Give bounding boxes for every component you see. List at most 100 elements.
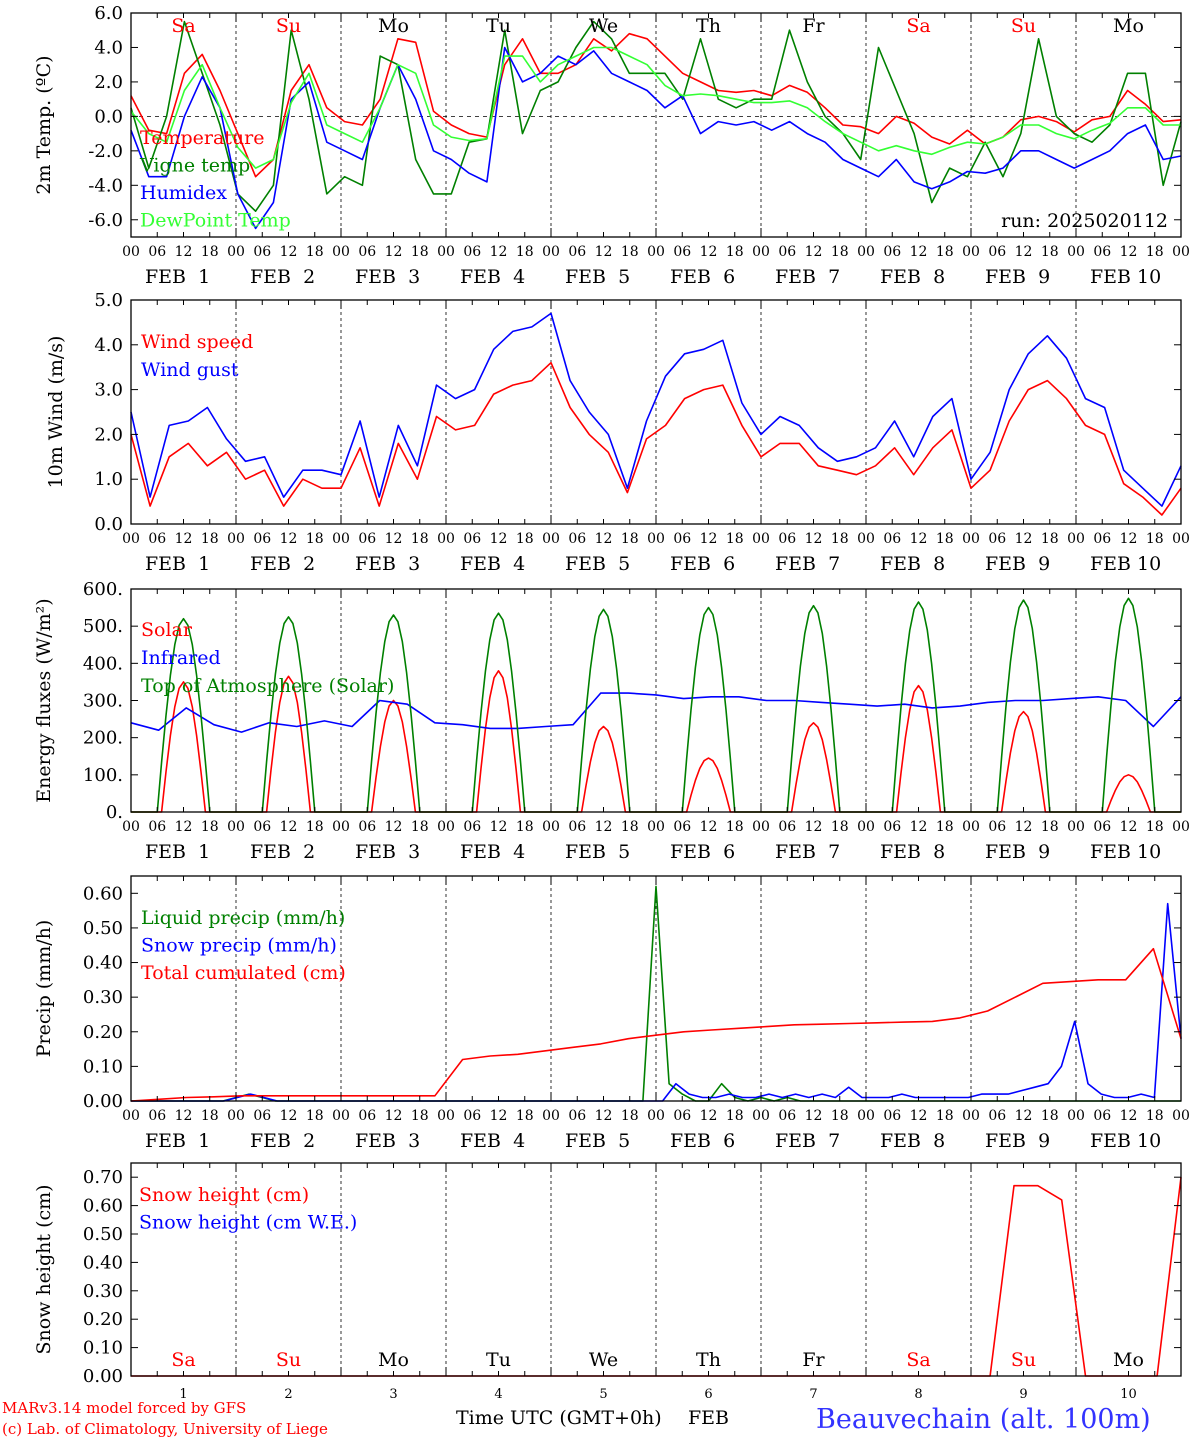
day-name-label: Tu: [486, 1349, 511, 1371]
date-label: FEB 10: [1090, 1130, 1161, 1152]
date-label: FEB 10: [1090, 841, 1161, 863]
hour-tick-label: 18: [516, 819, 534, 835]
hour-tick-label: 06: [778, 244, 796, 260]
hour-tick-label: 12: [1120, 531, 1138, 547]
hour-tick-label: 00: [332, 1108, 350, 1124]
hour-tick-label: 18: [201, 244, 219, 260]
y-tick-label: 0.00: [83, 1366, 123, 1387]
hour-tick-label: 18: [726, 1108, 744, 1124]
y-tick-label: 0.30: [83, 1281, 123, 1302]
hour-tick-label: 12: [805, 1108, 823, 1124]
hour-tick-label: 18: [936, 1108, 954, 1124]
hour-tick-label: 00: [647, 531, 665, 547]
hour-tick-label: 12: [385, 244, 403, 260]
hour-tick-label: 00: [752, 531, 770, 547]
hour-tick-label: 00: [1067, 244, 1085, 260]
hour-tick-label: 06: [988, 531, 1006, 547]
hour-tick-label: 18: [306, 819, 324, 835]
hour-tick-label: 06: [463, 244, 481, 260]
hour-tick-label: 18: [1041, 1108, 1059, 1124]
day-name-label: Su: [276, 15, 301, 37]
hour-tick-label: 12: [1015, 531, 1033, 547]
hour-tick-label: 18: [306, 244, 324, 260]
day-name-label: Su: [1011, 15, 1036, 37]
hour-tick-label: 18: [411, 819, 429, 835]
date-label: FEB 9: [985, 553, 1050, 575]
date-label: FEB 6: [670, 553, 735, 575]
hour-tick-label: 12: [1015, 244, 1033, 260]
legend-entry: Snow height (cm W.E.): [139, 1212, 357, 1234]
frames-layer: [130, 12, 1182, 1377]
hour-tick-label: 06: [253, 244, 271, 260]
day-name-label: Fr: [802, 1349, 825, 1371]
hour-tick-label: 06: [463, 531, 481, 547]
y-tick-label: 300.: [83, 691, 123, 712]
hour-tick-label: 00: [1172, 1108, 1190, 1124]
hour-tick-label: 06: [358, 531, 376, 547]
hour-tick-label: 12: [700, 244, 718, 260]
hour-tick-label: 00: [227, 531, 245, 547]
date-label: FEB 2: [250, 553, 315, 575]
hour-tick-label: 00: [332, 531, 350, 547]
day-name-label: Tu: [486, 15, 511, 37]
hour-tick-label: 12: [1015, 819, 1033, 835]
hour-tick-label: 06: [568, 244, 586, 260]
hour-tick-label: 06: [1093, 819, 1111, 835]
day-number-label: 6: [704, 1387, 712, 1402]
hour-tick-label: 06: [988, 1108, 1006, 1124]
hour-tick-label: 12: [910, 1108, 928, 1124]
hour-tick-label: 12: [1120, 819, 1138, 835]
station-title: Beauvechain (alt. 100m): [816, 1404, 1151, 1435]
hour-tick-label: 06: [1093, 1108, 1111, 1124]
hour-tick-label: 18: [1041, 819, 1059, 835]
hour-tick-label: 12: [595, 1108, 613, 1124]
date-label: FEB 8: [880, 841, 945, 863]
hour-tick-label: 12: [490, 819, 508, 835]
y-tick-label: -6.0: [88, 210, 123, 231]
day-name-label: Sa: [171, 15, 195, 37]
y-tick-label: 0.40: [83, 1252, 123, 1273]
date-label: FEB 9: [985, 841, 1050, 863]
y-tick-label: 400.: [83, 653, 123, 674]
hour-tick-label: 00: [752, 1108, 770, 1124]
y-tick-label: 4.0: [94, 37, 123, 58]
series-line-humidex: [130, 46, 1182, 230]
day-number-label: 9: [1019, 1387, 1027, 1402]
legend-entry: DewPoint Temp: [140, 210, 291, 232]
hour-tick-label: 18: [831, 1108, 849, 1124]
series-line-wind-gust: [130, 312, 1182, 507]
hour-tick-label: 06: [253, 819, 271, 835]
y-tick-label: 200.: [83, 728, 123, 749]
grid-layer: [131, 13, 1181, 1376]
hour-tick-label: 12: [805, 531, 823, 547]
hour-tick-label: 12: [910, 244, 928, 260]
date-label: FEB 9: [985, 1130, 1050, 1152]
hour-tick-label: 00: [437, 244, 455, 260]
hour-tick-label: 12: [595, 819, 613, 835]
day-name-label: Su: [276, 1349, 301, 1371]
hour-tick-label: 12: [490, 244, 508, 260]
hour-tick-label: 18: [1146, 531, 1164, 547]
series-line-total-cumulated-cm-: [130, 947, 1182, 1102]
hour-tick-label: 12: [805, 819, 823, 835]
hour-tick-label: 18: [831, 819, 849, 835]
hour-tick-label: 06: [358, 244, 376, 260]
legend-entry: Top of Atmosphere (Solar): [141, 675, 394, 697]
y-tick-label: 500.: [83, 616, 123, 637]
hour-tick-label: 00: [857, 244, 875, 260]
hour-tick-label: 12: [175, 819, 193, 835]
hour-tick-label: 06: [253, 531, 271, 547]
y-tick-label: 1.0: [94, 469, 123, 490]
y-tick-label: 4.0: [94, 335, 123, 356]
time-axis-feb-label: FEB: [688, 1407, 729, 1429]
hour-tick-label: 06: [568, 531, 586, 547]
date-label: FEB 5: [565, 266, 630, 288]
hour-tick-label: 18: [936, 819, 954, 835]
y-tick-label: 0.20: [83, 1309, 123, 1330]
y-tick-label: 0.0: [94, 514, 123, 535]
hour-tick-label: 18: [201, 1108, 219, 1124]
date-label: FEB 7: [775, 841, 840, 863]
hour-tick-label: 06: [673, 531, 691, 547]
legend-entry: Total cumulated (cm): [141, 962, 346, 984]
day-name-label: Sa: [171, 1349, 195, 1371]
